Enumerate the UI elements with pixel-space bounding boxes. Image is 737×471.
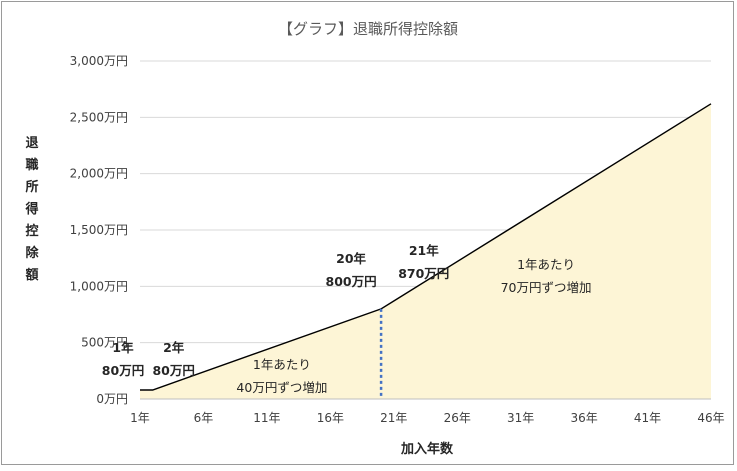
annotation-5-line-0: 1年あたり: [517, 257, 575, 272]
chart-title: 【グラフ】退職所得控除額: [278, 20, 458, 38]
annotations: 1年 80万円 2年 80万円 20年 800万円 21年 870万円 1年あたり 40万円ずつ増…: [102, 243, 592, 395]
x-tick-label-8: 41年: [634, 411, 661, 425]
annotation-5-line-1: 70万円ずつ増加: [501, 280, 592, 295]
y-tick-label-3: 1,500万円: [70, 223, 128, 237]
x-tick-label-4: 21年: [380, 411, 407, 425]
x-axis-title: 加入年数: [400, 441, 454, 457]
y-tick-label-0: 0万円: [96, 392, 128, 406]
y-axis-title-char-1: 職: [25, 157, 38, 173]
y-tick-label-1: 500万円: [81, 336, 128, 350]
annotation-0-line-0: 1年: [112, 340, 134, 355]
y-axis-title-char-4: 控: [25, 223, 38, 239]
y-tick-label-2: 1,000万円: [70, 279, 128, 293]
y-tick-label-4: 2,000万円: [70, 167, 128, 181]
chart-frame: 【グラフ】退職所得控除額 0万円 500万円 1,000万円 1,500万円 2,000…: [1, 1, 734, 465]
y-axis-title-char-5: 除: [25, 245, 39, 261]
x-tick-label-7: 36年: [570, 411, 597, 425]
y-axis-title-char-0: 退: [25, 136, 38, 151]
x-tick-labels: 1年 6年 11年 16年 21年 26年 31年 36年 41年 46年: [130, 411, 724, 425]
y-tick-label-5: 2,500万円: [70, 110, 128, 124]
x-tick-label-2: 11年: [253, 411, 280, 425]
x-tick-label-0: 1年: [130, 411, 150, 425]
y-tick-labels: 0万円 500万円 1,000万円 1,500万円 2,000万円 2,500万円 3,00…: [70, 54, 128, 406]
area-fill: [140, 103, 711, 400]
annotation-2-line-0: 20年: [336, 251, 366, 266]
annotation-3-line-0: 21年: [409, 243, 439, 258]
x-tick-label-5: 26年: [444, 411, 471, 425]
y-axis-title-char-2: 所: [25, 179, 38, 195]
annotation-4-line-0: 1年あたり: [253, 357, 311, 372]
x-tick-label-1: 6年: [194, 411, 214, 425]
annotation-1-line-0: 2年: [163, 340, 185, 355]
y-axis-title-char-3: 得: [24, 201, 38, 217]
annotation-2-line-1: 800万円: [326, 274, 377, 289]
chart-svg: 【グラフ】退職所得控除額 0万円 500万円 1,000万円 1,500万円 2,000…: [24, 20, 724, 457]
annotation-0-line-1: 80万円: [102, 363, 144, 378]
y-axis-title-char-6: 額: [24, 267, 38, 283]
annotation-4-line-1: 40万円ずつ増加: [236, 380, 327, 395]
x-tick-label-3: 16年: [317, 411, 344, 425]
annotation-3-line-1: 870万円: [398, 266, 449, 281]
y-axis-title: 退職所得控除額: [24, 136, 39, 283]
annotation-1-line-1: 80万円: [152, 363, 194, 378]
x-tick-label-9: 46年: [697, 411, 724, 425]
x-tick-label-6: 31年: [507, 411, 534, 425]
y-tick-label-6: 3,000万円: [70, 54, 128, 68]
